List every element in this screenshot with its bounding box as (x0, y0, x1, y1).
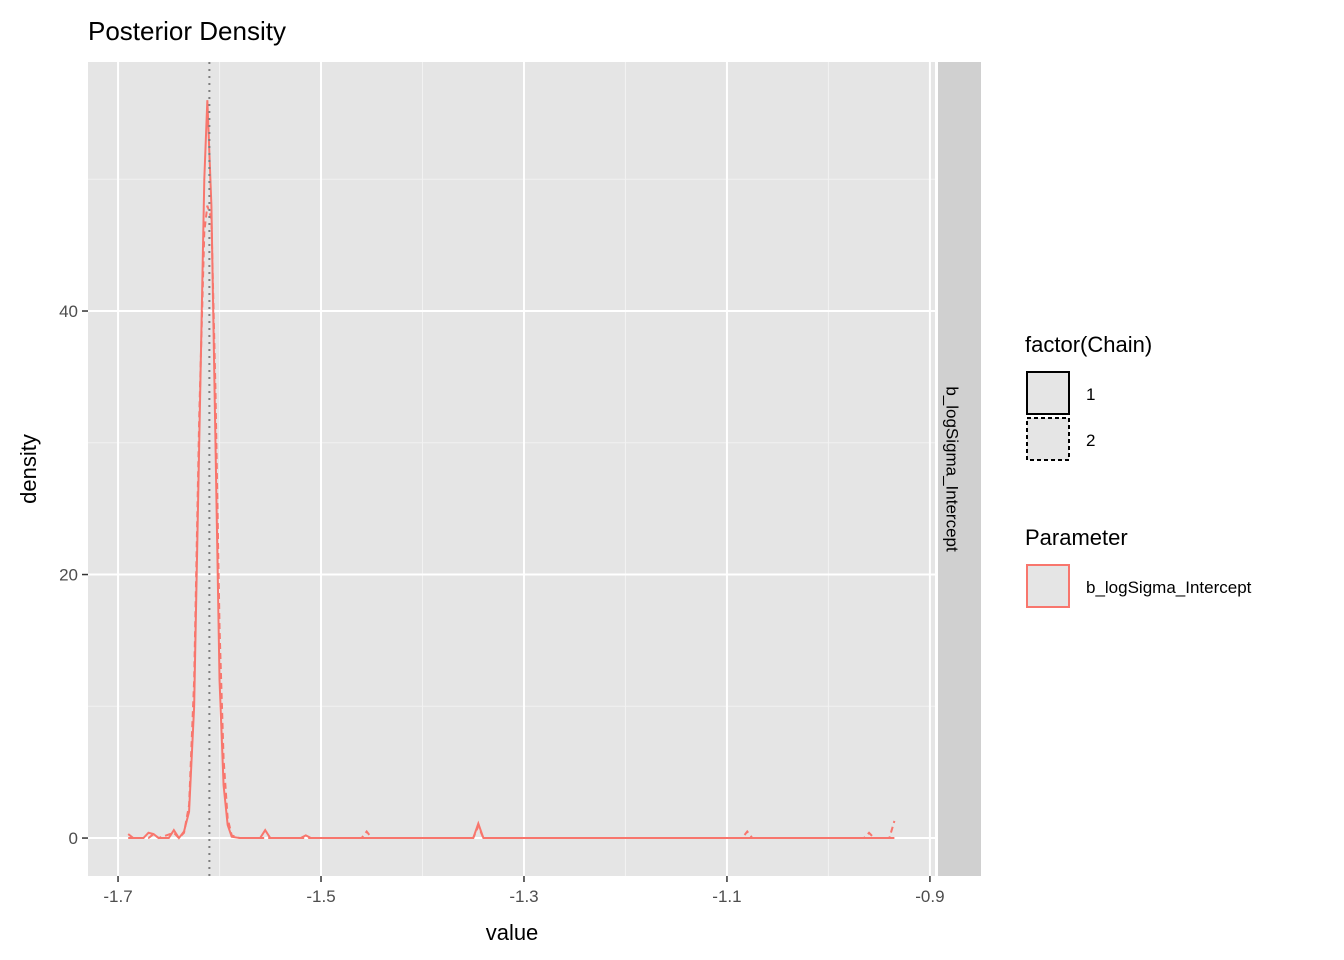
y-tick-label: 40 (59, 302, 78, 321)
legend-title: Parameter (1025, 525, 1128, 550)
legend-label: b_logSigma_Intercept (1086, 578, 1252, 597)
legend-label: 2 (1086, 431, 1095, 450)
x-tick-label: -1.3 (509, 887, 538, 906)
legend-key (1026, 417, 1070, 461)
y-axis-label: density (16, 434, 41, 504)
density-line (128, 205, 896, 840)
x-tick-label: -1.5 (306, 887, 335, 906)
x-tick-label: -1.7 (103, 887, 132, 906)
y-tick-label: 0 (69, 829, 78, 848)
legend-title: factor(Chain) (1025, 332, 1152, 357)
legend-key (1026, 371, 1070, 415)
legend-label: 1 (1086, 385, 1095, 404)
facet-strip (938, 62, 981, 876)
x-tick-label: -0.9 (915, 887, 944, 906)
legend-key (1026, 564, 1070, 608)
x-axis-label: value (486, 920, 539, 945)
x-tick-label: -1.1 (712, 887, 741, 906)
panel (88, 62, 935, 876)
facet-label: b_logSigma_Intercept (943, 386, 962, 552)
chart-title: Posterior Density (88, 16, 286, 46)
y-tick-label: 20 (59, 566, 78, 585)
